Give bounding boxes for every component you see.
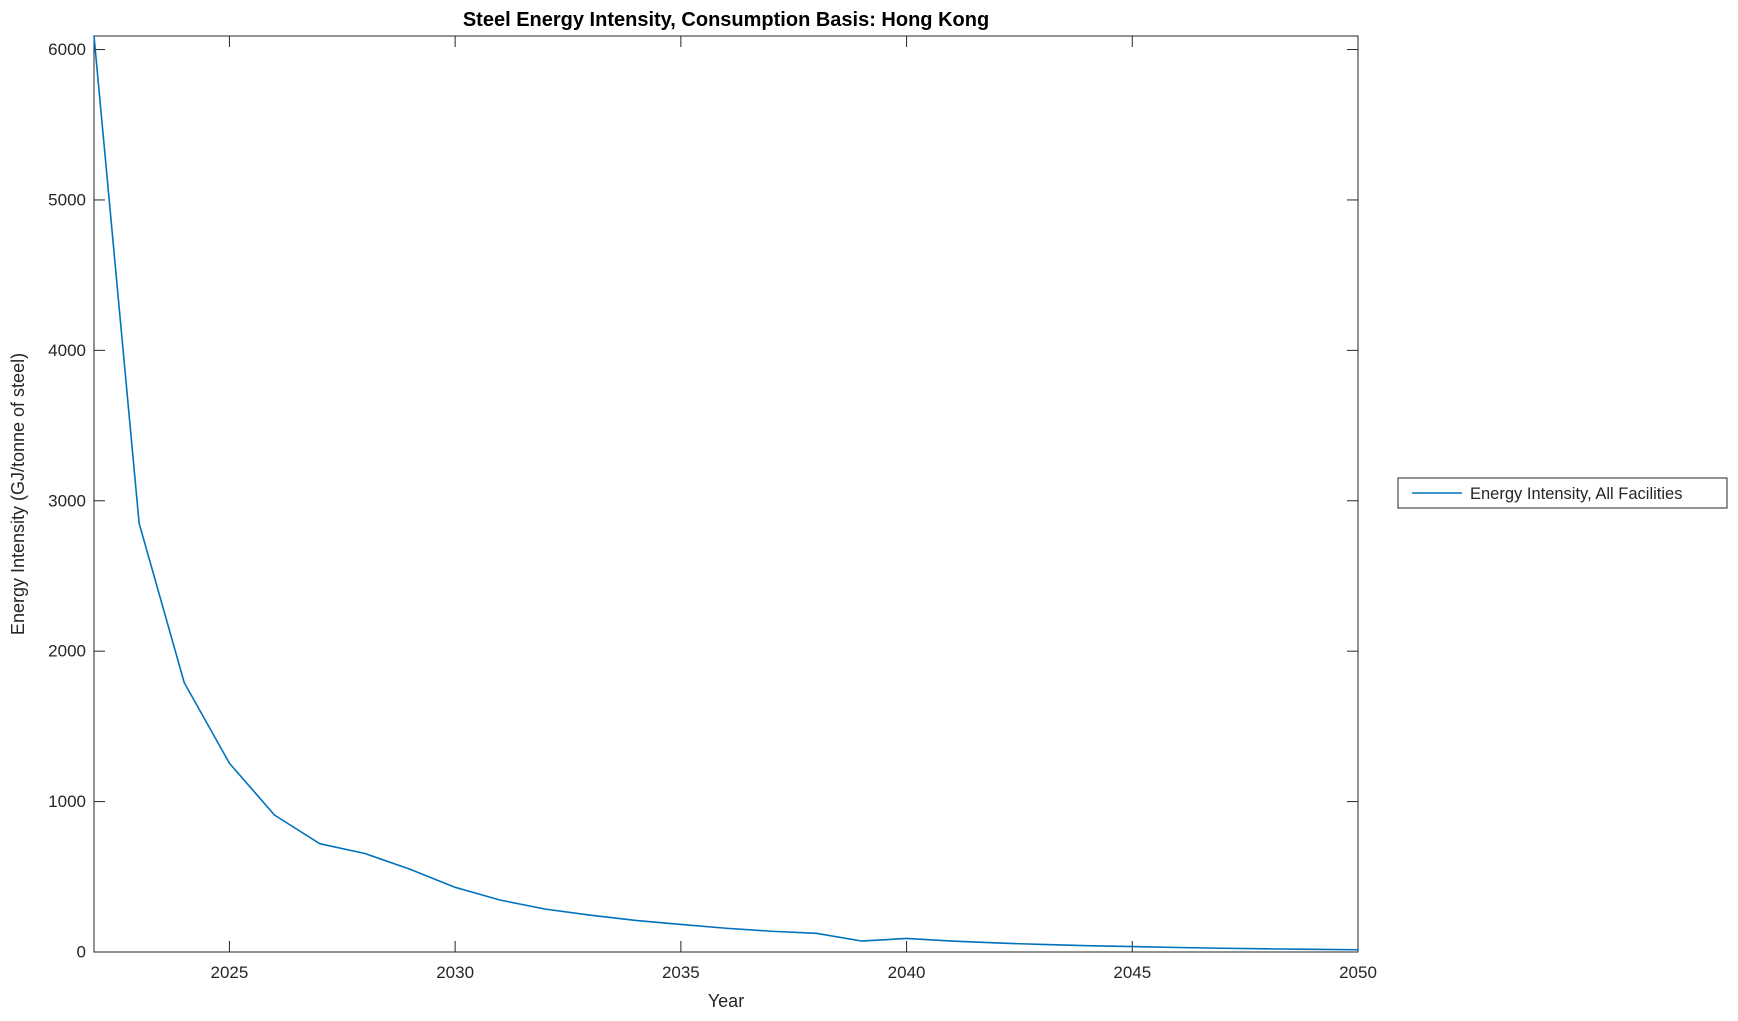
series-line bbox=[93, 35, 1359, 951]
legend: Energy Intensity, All Facilities bbox=[1397, 477, 1728, 509]
x-tick-label: 2050 bbox=[1339, 963, 1377, 982]
axis-tick-labels: 2025 2030 2035 2040 2045 2050 0 1000 2000 3000 400… bbox=[48, 40, 1377, 982]
x-tick-label: 2040 bbox=[888, 963, 926, 982]
x-tick-label: 2025 bbox=[211, 963, 249, 982]
plot-area bbox=[93, 35, 1359, 953]
legend-label: Energy Intensity, All Facilities bbox=[1470, 485, 1682, 503]
x-tick-label: 2035 bbox=[662, 963, 700, 982]
chart-title: Steel Energy Intensity, Consumption Basi… bbox=[463, 9, 989, 31]
x-axis-label: Year bbox=[708, 991, 744, 1011]
y-axis-label: Energy Intensity (GJ/tonne of steel) bbox=[8, 353, 28, 635]
y-tick-label: 5000 bbox=[48, 190, 86, 209]
y-tick-label: 4000 bbox=[48, 341, 86, 360]
axis-ticks bbox=[94, 36, 1359, 953]
x-tick-label: 2045 bbox=[1113, 963, 1151, 982]
y-tick-label: 3000 bbox=[48, 491, 86, 510]
y-tick-label: 6000 bbox=[48, 40, 86, 59]
y-tick-label: 0 bbox=[77, 943, 86, 962]
y-tick-label: 1000 bbox=[48, 792, 86, 811]
x-tick-label: 2030 bbox=[436, 963, 474, 982]
y-tick-label: 2000 bbox=[48, 642, 86, 661]
